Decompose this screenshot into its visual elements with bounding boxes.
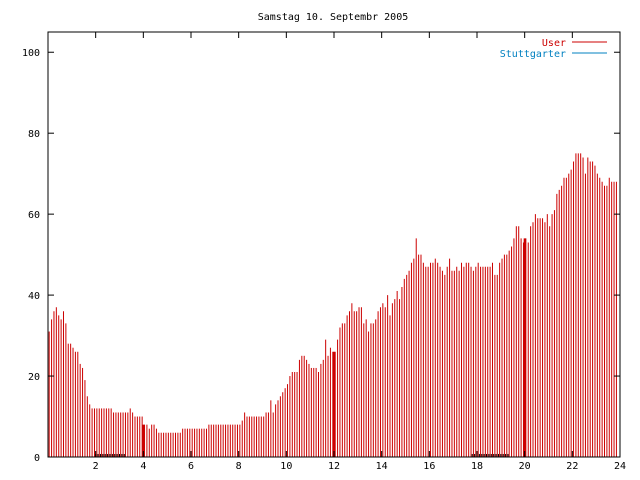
x-tick-label: 22 bbox=[566, 461, 578, 472]
x-tick-label: 6 bbox=[188, 461, 194, 472]
x-axis: 2 4 6 8 10 12 14 16 18 20 22 24 bbox=[93, 32, 626, 472]
y-axis: 0 20 40 60 80 100 bbox=[22, 48, 620, 464]
x-tick-label: 2 bbox=[93, 461, 99, 472]
y-tick-label: 80 bbox=[28, 129, 40, 140]
x-tick-label: 20 bbox=[519, 461, 531, 472]
x-tick-label: 8 bbox=[236, 461, 242, 472]
x-tick-label: 24 bbox=[614, 461, 626, 472]
x-tick-label: 10 bbox=[280, 461, 292, 472]
x-tick-label: 16 bbox=[423, 461, 435, 472]
x-tick-label: 4 bbox=[140, 461, 146, 472]
legend: User Stuttgarter bbox=[500, 38, 607, 60]
y-tick-label: 60 bbox=[28, 210, 40, 221]
user-bars bbox=[48, 153, 617, 457]
x-tick-label: 18 bbox=[471, 461, 483, 472]
y-tick-label: 20 bbox=[28, 372, 40, 383]
y-tick-label: 0 bbox=[34, 453, 40, 464]
legend-label-stuttgarter: Stuttgarter bbox=[500, 49, 566, 60]
x-tick-label: 12 bbox=[328, 461, 340, 472]
y-tick-label: 100 bbox=[22, 48, 40, 59]
y-tick-label: 40 bbox=[28, 291, 40, 302]
legend-label-user: User bbox=[542, 38, 566, 49]
x-tick-label: 14 bbox=[376, 461, 388, 472]
chart-title: Samstag 10. Septembr 2005 bbox=[258, 12, 409, 23]
